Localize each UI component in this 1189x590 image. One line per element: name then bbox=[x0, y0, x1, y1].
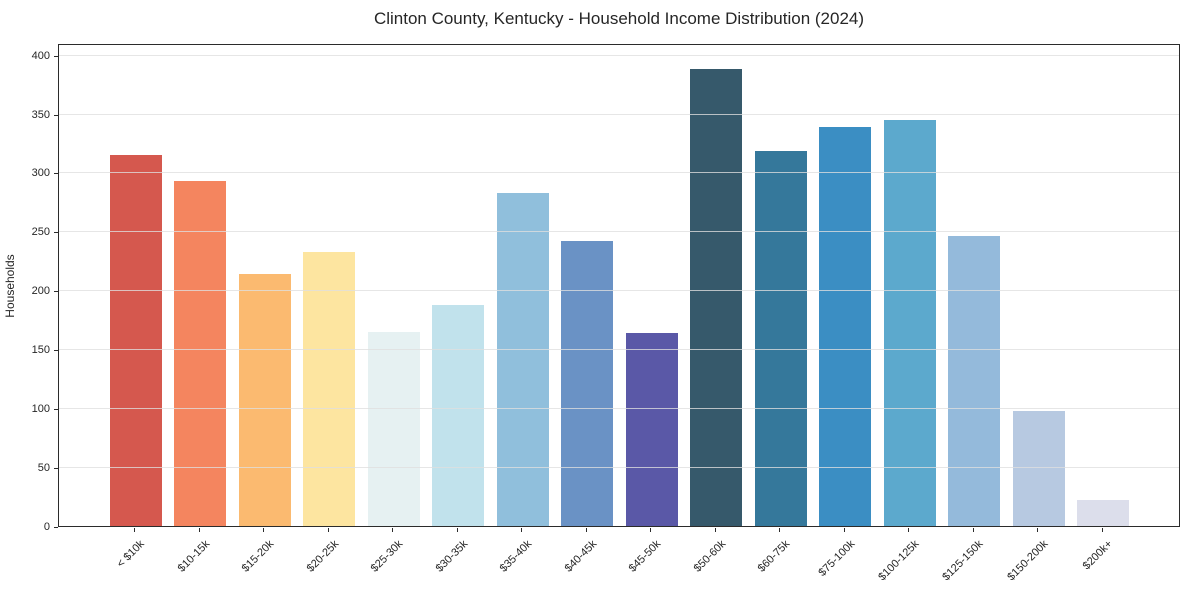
x-tick-mark bbox=[779, 528, 781, 532]
x-tick-label-text: $150-200k bbox=[1005, 538, 1051, 584]
bar bbox=[1077, 500, 1130, 526]
y-tick-mark bbox=[54, 114, 58, 116]
x-tick-label-text: $50-60k bbox=[691, 538, 728, 575]
gridline bbox=[59, 466, 1179, 468]
x-tick-label-text: $20-25k bbox=[304, 538, 341, 575]
gridline bbox=[59, 290, 1179, 292]
bar bbox=[883, 119, 936, 526]
x-tick-mark bbox=[1037, 528, 1039, 532]
y-tick-mark bbox=[54, 55, 58, 57]
y-tick-mark bbox=[54, 291, 58, 293]
y-tick-label: 350 bbox=[31, 108, 50, 121]
bar bbox=[367, 331, 420, 526]
x-tick-label-text: $100-125k bbox=[876, 538, 922, 584]
x-tick-label-text: $45-50k bbox=[626, 538, 664, 575]
x-tick-label-text: $15-20k bbox=[239, 538, 277, 575]
x-tick-label-text: $25-30k bbox=[368, 538, 406, 575]
x-tick-mark bbox=[585, 528, 587, 532]
x-tick-label-text: < $10k bbox=[115, 538, 148, 571]
x-tick-mark bbox=[650, 528, 652, 532]
y-tick-mark bbox=[54, 349, 58, 351]
x-tick-label-text: $60-75k bbox=[755, 538, 793, 575]
x-tick-mark bbox=[198, 528, 200, 532]
bar bbox=[948, 236, 1001, 526]
y-tick-label: 150 bbox=[31, 343, 50, 356]
y-tick-mark bbox=[54, 173, 58, 175]
gridline bbox=[59, 172, 1179, 174]
gridline bbox=[59, 348, 1179, 350]
bar bbox=[109, 155, 162, 526]
x-tick-mark bbox=[714, 528, 716, 532]
bar bbox=[496, 192, 549, 526]
gridline bbox=[59, 54, 1179, 56]
bar bbox=[432, 304, 485, 526]
bar bbox=[625, 332, 678, 526]
x-tick-mark bbox=[456, 528, 458, 532]
y-tick-mark bbox=[54, 467, 58, 469]
y-tick-label: 100 bbox=[31, 402, 50, 415]
gridline bbox=[59, 231, 1179, 233]
y-tick-label: 50 bbox=[37, 461, 50, 474]
plot-area bbox=[58, 44, 1180, 527]
bar bbox=[1012, 410, 1065, 526]
x-tick-label-text: $75-100k bbox=[815, 538, 857, 579]
x-tick-mark bbox=[972, 528, 974, 532]
x-tick-label-text: $35-40k bbox=[497, 538, 535, 575]
x-tick-label-text: $10-15k bbox=[175, 538, 212, 575]
y-tick-label: 250 bbox=[31, 226, 50, 239]
x-axis-strip: < $10k $10-15k $15-20k $20-25k $25-30k $30-35… bbox=[58, 528, 1180, 590]
x-tick-mark bbox=[843, 528, 845, 532]
y-tick-label: 300 bbox=[31, 167, 50, 180]
y-tick-label: 0 bbox=[43, 520, 50, 533]
x-tick-mark bbox=[263, 528, 265, 532]
x-tick-mark bbox=[908, 528, 910, 532]
y-tick-mark bbox=[54, 232, 58, 234]
bar bbox=[174, 181, 227, 526]
y-tick-mark bbox=[54, 526, 58, 528]
bar bbox=[303, 251, 356, 526]
bar bbox=[690, 69, 743, 526]
gridline bbox=[59, 407, 1179, 409]
bar bbox=[238, 274, 291, 526]
chart-title: Clinton County, Kentucky - Household Inc… bbox=[373, 9, 865, 28]
x-tick-label-text: $40-45k bbox=[562, 538, 599, 575]
x-tick-mark bbox=[327, 528, 329, 532]
x-tick-mark bbox=[1101, 528, 1103, 532]
x-tick-label-text: $200k+ bbox=[1080, 538, 1115, 573]
y-tick-mark bbox=[54, 408, 58, 410]
bar bbox=[561, 241, 614, 526]
y-tick-label: 200 bbox=[31, 285, 50, 298]
gridline bbox=[59, 113, 1179, 115]
x-tick-label-text: $30-35k bbox=[433, 538, 470, 575]
y-tick-label: 400 bbox=[31, 49, 50, 62]
x-tick-mark bbox=[392, 528, 394, 532]
bar bbox=[819, 127, 872, 526]
x-tick-label-text: $125-150k bbox=[940, 538, 986, 584]
bar bbox=[754, 150, 807, 526]
x-tick-mark bbox=[521, 528, 523, 532]
x-tick-mark bbox=[134, 528, 136, 532]
